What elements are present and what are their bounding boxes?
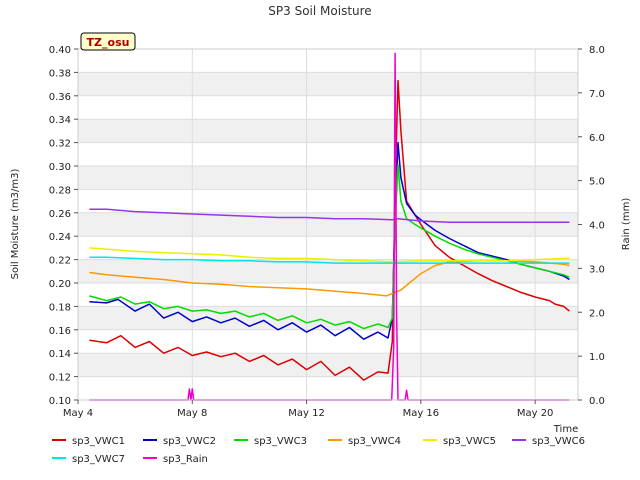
y-tick-label: 0.34	[49, 115, 71, 126]
site-badge-box	[80, 32, 136, 51]
plot-band	[78, 306, 578, 330]
y2-tick-label: 5.0	[589, 177, 605, 188]
x-tick-label: May 16	[403, 408, 440, 419]
y-tick-label: 0.12	[49, 373, 71, 384]
y-tick-label: 0.14	[49, 349, 71, 360]
y2-tick-label: 7.0	[589, 89, 605, 100]
legend-label: sp3_VWC2	[163, 436, 216, 447]
y2-tick-label: 1.0	[589, 352, 605, 363]
series-line-sp3_VWC3	[89, 164, 570, 330]
legend-label: sp3_VWC7	[72, 454, 125, 465]
y-axis-title: Soil Moisture (m3/m3)	[10, 169, 21, 280]
y-axis-ticks: 0.10 0.12 0.14 0.16 0.18 0.20 0.22 0.24 0.26 0.28…	[49, 45, 78, 407]
y-tick-label: 0.26	[49, 209, 71, 220]
y2-tick-label: 3.0	[589, 264, 605, 275]
x-axis-title: Time	[553, 424, 578, 435]
y-tick-label: 0.28	[49, 185, 71, 196]
series-line-sp3_VWC1	[89, 79, 570, 381]
plot-band	[78, 142, 578, 166]
y-tick-label: 0.20	[49, 279, 71, 290]
plot-band	[78, 72, 578, 96]
series-line-sp3_VWC2	[89, 141, 570, 340]
legend-item: sp3_VWC4	[328, 436, 401, 447]
legend-item: sp3_VWC5	[423, 436, 496, 447]
series-layer	[89, 52, 570, 401]
legend-label: sp3_VWC6	[532, 436, 585, 447]
legend: sp3_VWC1 sp3_VWC2 sp3_VWC3 sp3_VWC4 sp3_VWC5…	[52, 436, 585, 465]
y-tick-label: 0.16	[49, 326, 71, 337]
plot-band	[78, 353, 578, 377]
plot-band	[78, 236, 578, 260]
legend-item: sp3_VWC2	[143, 436, 216, 447]
site-badge: TZ_osu	[80, 32, 136, 51]
x-tick-label: May 20	[517, 408, 554, 419]
series-line-sp3_VWC7	[89, 256, 570, 264]
y2-axis-ticks: 0.0 1.0 2.0 3.0 4.0 5.0 6.0 7.0 8.0	[578, 45, 605, 407]
legend-label: sp3_VWC4	[348, 436, 401, 447]
plot-band	[78, 283, 578, 307]
x-tick-label: May 4	[63, 408, 93, 419]
y-tick-label: 0.40	[49, 45, 71, 56]
plot-band	[78, 49, 578, 73]
y-tick-label: 0.24	[49, 232, 71, 243]
legend-item: sp3_VWC1	[52, 436, 125, 447]
x-tick-label: May 8	[177, 408, 207, 419]
y-tick-label: 0.22	[49, 256, 71, 267]
site-badge-label: TZ_osu	[87, 36, 130, 49]
legend-label: sp3_VWC1	[72, 436, 125, 447]
x-axis-ticks: May 4 May 8 May 12 May 16 May 20	[63, 400, 554, 419]
legend-label: sp3_VWC3	[254, 436, 307, 447]
series-line-sp3_VWC6	[89, 208, 570, 223]
legend-item: sp3_Rain	[143, 454, 208, 465]
y-tick-label: 0.32	[49, 139, 71, 150]
legend-label: sp3_Rain	[163, 454, 208, 465]
y-tick-label: 0.30	[49, 162, 71, 173]
chart-title: SP3 Soil Moisture	[268, 4, 371, 18]
legend-item: sp3_VWC7	[52, 454, 125, 465]
x-tick-label: May 12	[288, 408, 325, 419]
y2-tick-label: 8.0	[589, 45, 605, 56]
plot-band	[78, 376, 578, 400]
legend-item: sp3_VWC6	[512, 436, 585, 447]
y2-tick-label: 4.0	[589, 221, 605, 232]
legend-label: sp3_VWC5	[443, 436, 496, 447]
legend-item: sp3_VWC3	[234, 436, 307, 447]
plot-band	[78, 329, 578, 354]
plot-band	[78, 212, 578, 237]
y2-tick-label: 2.0	[589, 308, 605, 319]
y-tick-label: 0.36	[49, 92, 71, 103]
series-line-sp3_Rain	[89, 52, 570, 401]
plot-band	[78, 119, 578, 143]
plot-band	[78, 95, 578, 120]
y-tick-label: 0.18	[49, 302, 71, 313]
y2-tick-label: 0.0	[589, 396, 605, 407]
plot-band	[78, 259, 578, 283]
plot-band	[78, 166, 578, 190]
plot-band	[78, 189, 578, 213]
plot-bands	[78, 49, 578, 400]
series-line-sp3_VWC5	[89, 247, 570, 263]
y-tick-label: 0.38	[49, 68, 71, 79]
y-tick-label: 0.10	[49, 396, 71, 407]
y2-axis-title: Rain (mm)	[621, 198, 632, 251]
y2-tick-label: 6.0	[589, 133, 605, 144]
